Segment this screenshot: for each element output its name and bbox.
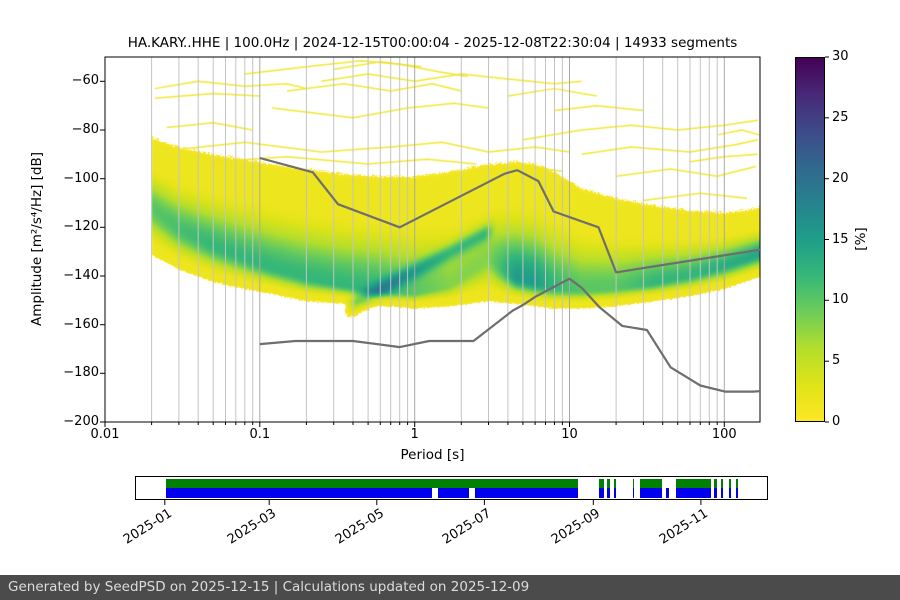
x-tick-label: 0.01 bbox=[90, 427, 120, 442]
coverage-segment-blue bbox=[675, 488, 712, 498]
y-tick-label: −80 bbox=[71, 122, 99, 137]
coverage-segment-green bbox=[639, 479, 662, 488]
colorbar-tick-label: 15 bbox=[832, 231, 849, 247]
footer-bar: Generated by SeedPSD on 2025-12-15 | Cal… bbox=[0, 575, 900, 600]
y-tick-label: −160 bbox=[63, 316, 99, 332]
coverage-segment-blue bbox=[606, 488, 610, 498]
colorbar-ticks bbox=[825, 56, 829, 423]
colorbar-tick-label: 5 bbox=[832, 353, 841, 369]
coverage-segment-blue bbox=[599, 488, 604, 498]
x-tick-label: 100 bbox=[711, 427, 737, 442]
y-tick-label: −180 bbox=[63, 365, 99, 381]
timeline-date-label: 2025-09 bbox=[549, 506, 604, 548]
coverage-segment-blue bbox=[438, 488, 470, 498]
timeline-date-label: 2025-03 bbox=[225, 506, 280, 548]
coverage-segment-green bbox=[713, 479, 717, 488]
coverage-segment-green bbox=[675, 479, 712, 488]
y-tick-label: −100 bbox=[63, 170, 99, 186]
colorbar-tick-label: 0 bbox=[832, 414, 841, 429]
colorbar-tick-label: 10 bbox=[832, 292, 849, 308]
ppsd-heatmap bbox=[105, 57, 760, 422]
coverage-segment-blue bbox=[632, 488, 635, 498]
coverage-segment-blue bbox=[720, 488, 724, 498]
x-tick-label: 10 bbox=[561, 427, 578, 442]
coverage-segment-green bbox=[729, 479, 732, 488]
coverage-segment-green bbox=[613, 479, 616, 488]
coverage-segment-blue bbox=[736, 488, 738, 498]
coverage-segment-green bbox=[736, 479, 738, 488]
footer-text: Generated by SeedPSD on 2025-12-15 | Cal… bbox=[8, 579, 530, 595]
timeline-date-label: 2025-11 bbox=[656, 506, 711, 548]
coverage-segment-blue bbox=[475, 488, 578, 498]
colorbar-tick-label: 25 bbox=[832, 109, 849, 125]
coverage-segment-green bbox=[720, 479, 724, 488]
timeline-ticks bbox=[164, 500, 702, 505]
coverage-segment-blue bbox=[165, 488, 432, 498]
coverage-segment-blue bbox=[639, 488, 662, 498]
colorbar-tick-label: 20 bbox=[832, 170, 849, 186]
chart-title: HA.KARY..HHE | 100.0Hz | 2024-12-15T00:0… bbox=[127, 35, 738, 51]
y-tick-label: −60 bbox=[71, 73, 99, 89]
colorbar-tick-label: 30 bbox=[832, 49, 849, 64]
x-tick-label: 1 bbox=[410, 427, 419, 442]
coverage-segment-green bbox=[606, 479, 610, 488]
coverage-segment-green bbox=[632, 479, 635, 488]
timeline-date-label: 2025-07 bbox=[440, 506, 495, 548]
x-tick-label: 0.1 bbox=[249, 427, 271, 442]
coverage-timeline bbox=[135, 476, 768, 500]
y-tick-label: −120 bbox=[63, 219, 99, 235]
coverage-segment-blue bbox=[729, 488, 732, 498]
colorbar bbox=[795, 57, 825, 422]
y-tick-label: −140 bbox=[63, 268, 99, 283]
x-axis-label: Period [s] bbox=[400, 447, 465, 463]
colorbar-label: [%] bbox=[853, 227, 869, 251]
y-tick-label: −200 bbox=[63, 414, 99, 429]
coverage-segment-green bbox=[599, 479, 604, 488]
coverage-segment-green bbox=[165, 479, 578, 488]
timeline-date-label: 2025-05 bbox=[332, 506, 387, 548]
timeline-date-label: 2025-01 bbox=[120, 506, 175, 548]
coverage-segment-blue bbox=[713, 488, 717, 498]
coverage-segment-blue bbox=[666, 488, 670, 498]
coverage-segment-blue bbox=[613, 488, 616, 498]
